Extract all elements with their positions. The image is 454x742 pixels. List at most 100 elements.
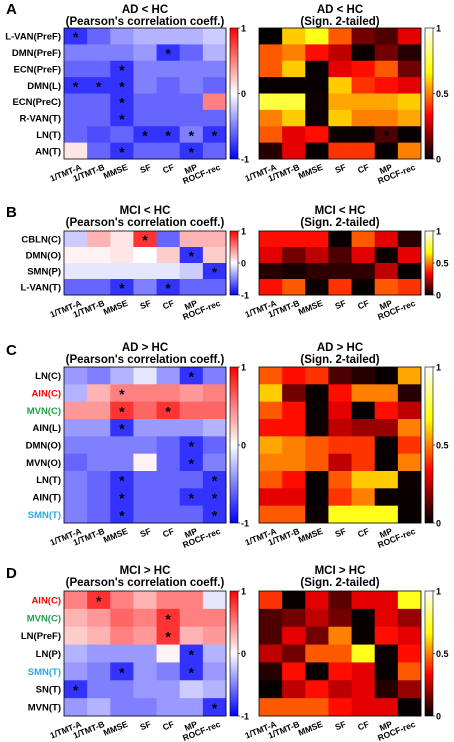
- column-label: SF: [333, 526, 347, 539]
- heatmap-cell: [87, 28, 111, 45]
- heatmap-cell: [305, 644, 329, 663]
- heatmap-cell: [87, 93, 111, 111]
- heatmap-cell: [110, 231, 134, 248]
- heatmap-cell: [328, 644, 352, 663]
- panel-letter: A: [6, 1, 17, 18]
- heatmap-panel-3: MCI < HC(Sign. 2-tailed)**** *1/TMT-A1/TM…: [243, 205, 448, 322]
- heatmap-cell: [202, 471, 227, 489]
- heatmap-panel-5: AD > HC(Sign. 2-tailed)*** ***** ** * ** *1/T…: [243, 342, 448, 550]
- heatmap-cell: [282, 109, 306, 127]
- heatmap-cell: [259, 591, 283, 610]
- heatmap-cell: [282, 126, 306, 144]
- heatmap-cell: [374, 680, 399, 699]
- heatmap-cell: [110, 60, 134, 78]
- heatmap-cell: [328, 109, 352, 127]
- significance-star: *: [73, 78, 79, 94]
- significance-star: *: [142, 232, 148, 248]
- significance-star: *: [384, 647, 390, 663]
- heatmap-cell: [282, 231, 306, 248]
- heatmap-cell: [351, 419, 376, 437]
- heatmap-cell: [259, 247, 283, 264]
- significance-star: *: [360, 403, 366, 419]
- significance-star: *: [314, 664, 320, 680]
- heatmap-cell: [133, 505, 157, 524]
- heatmap-cell: [259, 93, 283, 111]
- heatmap-cell: [156, 93, 181, 111]
- heatmap-cell: [156, 28, 181, 45]
- heatmap-cell: [202, 44, 227, 62]
- heatmap-cell: [259, 28, 283, 45]
- significance-star: *: [314, 62, 320, 78]
- heatmap-cell: [259, 384, 283, 403]
- heatmap-cell: [351, 126, 376, 144]
- significance-star: *: [268, 29, 274, 45]
- heatmap-cell: [87, 109, 111, 127]
- heatmap-cell: [133, 680, 157, 699]
- heatmap-cell: [282, 436, 306, 455]
- heatmap-cell: [328, 60, 352, 78]
- heatmap-cell: [351, 698, 376, 717]
- panel-title: AD > HC: [122, 342, 168, 354]
- significance-star: *: [119, 111, 125, 127]
- heatmap-cell: [351, 453, 376, 472]
- heatmap-cell: [282, 419, 306, 437]
- heatmap-cell: [179, 680, 204, 699]
- heatmap-cell: [259, 263, 283, 280]
- heatmap-cell: [397, 384, 422, 403]
- heatmap-cell: [328, 662, 352, 681]
- heatmap-cell: [374, 109, 399, 127]
- significance-star: *: [360, 280, 366, 296]
- heatmap-cell: [351, 401, 376, 420]
- heatmap-cell: [156, 488, 181, 507]
- heatmap-cell: [133, 453, 157, 472]
- heatmap-cell: [64, 77, 88, 94]
- heatmap-cell: [202, 401, 227, 420]
- significance-star: *: [360, 127, 366, 143]
- heatmap-cell: [179, 60, 204, 78]
- heatmap-cell: [202, 231, 227, 248]
- heatmap-cell: [328, 247, 352, 264]
- heatmap-cell: [202, 126, 227, 144]
- significance-star: *: [407, 473, 413, 489]
- heatmap-cell: [110, 698, 134, 717]
- heatmap-cell: [351, 279, 376, 296]
- heatmap-cell: [87, 77, 111, 94]
- heatmap-cell: [110, 591, 134, 610]
- heatmap-cell: [87, 505, 111, 524]
- significance-star: *: [119, 473, 125, 489]
- significance-star: *: [119, 95, 125, 111]
- heatmap-cell: [202, 142, 227, 160]
- heatmap-cell: [328, 263, 352, 280]
- heatmap-cell: [305, 608, 329, 628]
- heatmap-cell: [87, 644, 111, 663]
- heatmap-cell: [110, 247, 134, 264]
- heatmap-cell: [110, 644, 134, 663]
- heatmap-cell: [110, 626, 134, 645]
- heatmap-panel-1: AD < HC(Sign. 2-tailed)**** * **** * * ** *1/T…: [243, 4, 448, 186]
- column-label: CF: [356, 526, 370, 540]
- heatmap-cell: [374, 279, 399, 296]
- heatmap-cell: [202, 279, 227, 296]
- heatmap-cell: [64, 680, 88, 699]
- heatmap-cell: [351, 384, 376, 403]
- heatmap-cell: [64, 662, 88, 681]
- significance-star: *: [407, 264, 413, 280]
- significance-star: *: [314, 95, 320, 111]
- heatmap-cell: [328, 367, 352, 385]
- heatmap-cell: [133, 436, 157, 455]
- colorbar-tick-label: 1: [436, 24, 441, 34]
- heatmap-cell: [179, 126, 204, 144]
- significance-star: *: [142, 127, 148, 143]
- heatmap-cell: [202, 247, 227, 264]
- heatmap-cell: [202, 384, 227, 403]
- heatmap-cell: [179, 263, 204, 280]
- column-label: MP: [378, 298, 394, 312]
- heatmap-cell: [397, 109, 422, 127]
- column-label: SF: [138, 162, 152, 175]
- heatmap-cell: [397, 28, 422, 45]
- heatmap-cell: [351, 505, 376, 524]
- heatmap-cell: [259, 644, 283, 663]
- heatmap-cell: [328, 453, 352, 472]
- heatmap-cell: [110, 401, 134, 420]
- heatmap-cell: [64, 626, 88, 645]
